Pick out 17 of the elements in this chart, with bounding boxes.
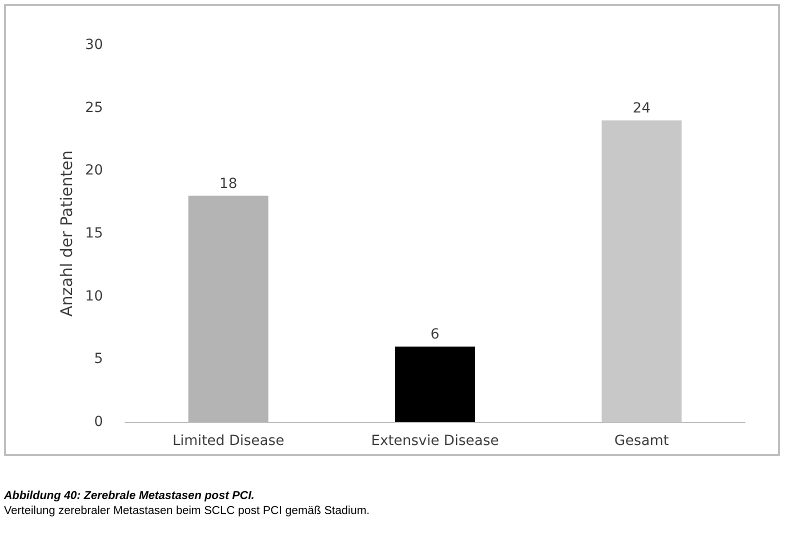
- y-tick-label: 10: [85, 288, 103, 304]
- x-tick-label: Limited Disease: [172, 433, 284, 449]
- x-tick-label: Gesamt: [614, 433, 670, 449]
- data-label: 6: [430, 326, 440, 343]
- data-label: 18: [219, 176, 238, 192]
- text: Verteilung zerebraler Metastasen beim SCLC post PCI gemäß Stadium.: [4, 505, 370, 517]
- y-axis-title: Anzahl der Patienten: [56, 150, 76, 317]
- x-tick-label: Extensvie Disease: [371, 433, 499, 449]
- bar: [395, 346, 475, 422]
- y-tick-label: 15: [85, 226, 103, 242]
- text: Abbildung 40: Zerebrale Metastasen post PCI.: [3, 490, 254, 502]
- y-tick-label: 30: [85, 37, 103, 53]
- y-tick-label: 5: [94, 351, 103, 368]
- y-tick-label: 25: [85, 100, 103, 116]
- y-tick-label: 0: [94, 414, 103, 430]
- y-tick-label: 20: [85, 162, 103, 179]
- data-label: 24: [632, 100, 651, 116]
